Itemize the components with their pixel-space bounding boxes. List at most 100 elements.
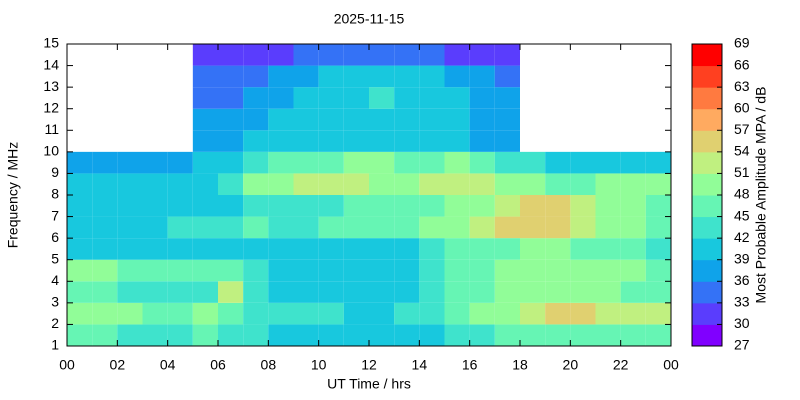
heat-cell [444, 195, 470, 217]
heat-cell [117, 238, 143, 260]
heat-cell [67, 173, 93, 195]
heat-cell [243, 216, 269, 239]
heat-cell [117, 151, 143, 174]
heat-cell [570, 324, 596, 346]
heat-cell [117, 216, 143, 239]
heat-cell [343, 281, 369, 303]
heat-cell [469, 65, 495, 88]
heat-cell [318, 130, 344, 152]
heat-cell [117, 173, 143, 195]
heat-cell [620, 281, 646, 303]
heat-cell [645, 195, 671, 217]
x-tick-label: 22 [613, 357, 629, 373]
heat-cell [268, 281, 294, 303]
x-tick-label: 10 [311, 357, 327, 373]
heat-cell [192, 87, 218, 109]
heat-cell [369, 151, 395, 174]
heat-cell [570, 302, 596, 325]
heat-cell [520, 216, 546, 239]
heat-cell [620, 324, 646, 346]
heat-cell [369, 130, 395, 152]
heat-cell [293, 87, 319, 109]
heat-cell [520, 259, 546, 282]
heat-cell [343, 44, 369, 66]
heat-cell [268, 216, 294, 239]
heat-cell [444, 259, 470, 282]
heat-cell [167, 216, 193, 239]
heat-cell [444, 302, 470, 325]
heat-cell [444, 130, 470, 152]
heat-cell [343, 302, 369, 325]
heat-cell [293, 216, 319, 239]
x-axis-label: UT Time / hrs [327, 376, 411, 392]
y-tick-label: 13 [43, 78, 59, 94]
y-tick-label: 14 [43, 56, 59, 72]
colorbar-tick-label: 42 [734, 229, 750, 245]
heat-cell [444, 44, 470, 66]
heat-cell [192, 216, 218, 239]
heat-cell [117, 259, 143, 282]
heat-cell [570, 259, 596, 282]
heat-cell [545, 259, 571, 282]
colorbar-segment [692, 302, 722, 325]
heat-cell [117, 302, 143, 325]
heat-cell [293, 151, 319, 174]
x-tick-label: 08 [261, 357, 277, 373]
heat-cell [343, 151, 369, 174]
heat-cell [369, 87, 395, 109]
heat-cell [293, 324, 319, 346]
heat-cell [268, 259, 294, 282]
heat-cell [394, 259, 420, 282]
heat-cell [268, 238, 294, 260]
heat-cell [369, 173, 395, 195]
heat-cell [595, 281, 621, 303]
heat-cell [192, 324, 218, 346]
heat-cell [394, 87, 420, 109]
heat-cell [142, 216, 168, 239]
heat-cell [394, 65, 420, 88]
heat-cell [318, 65, 344, 88]
heat-cell [444, 238, 470, 260]
heat-cell [192, 238, 218, 260]
heat-cell [67, 238, 93, 260]
heat-cell [318, 151, 344, 174]
heat-cell [192, 130, 218, 152]
y-tick-label: 9 [51, 164, 59, 180]
heat-cell [318, 195, 344, 217]
heat-cell [394, 216, 420, 239]
heat-cell [268, 195, 294, 217]
heat-cell [595, 216, 621, 239]
heat-cell [645, 216, 671, 239]
heat-cell [469, 108, 495, 131]
heat-cell [293, 108, 319, 131]
colorbar-tick-label: 63 [734, 78, 750, 94]
heat-cell [419, 238, 445, 260]
x-tick-label: 12 [361, 357, 377, 373]
heat-cell [218, 238, 244, 260]
heat-cell [419, 44, 445, 66]
colorbar-tick-label: 27 [734, 337, 750, 353]
heat-cell [67, 195, 93, 217]
heat-cell [67, 216, 93, 239]
heat-cell [318, 173, 344, 195]
heat-cell [92, 195, 118, 217]
heat-cell [369, 44, 395, 66]
heat-cell [268, 87, 294, 109]
heat-cell [419, 130, 445, 152]
y-axis-label: Frequency / MHz [5, 142, 21, 249]
heat-cell [192, 195, 218, 217]
colorbar-tick-label: 39 [734, 250, 750, 266]
heat-cell [268, 173, 294, 195]
heat-cell [520, 195, 546, 217]
heat-cell [293, 302, 319, 325]
heat-cell [67, 259, 93, 282]
heat-cell [293, 195, 319, 217]
heat-cell [469, 216, 495, 239]
heat-cell [394, 44, 420, 66]
heat-cell [243, 87, 269, 109]
heat-cell [92, 216, 118, 239]
heat-cell [494, 302, 520, 325]
heat-cell [645, 302, 671, 325]
heat-cell [494, 324, 520, 346]
heat-cell [142, 259, 168, 282]
